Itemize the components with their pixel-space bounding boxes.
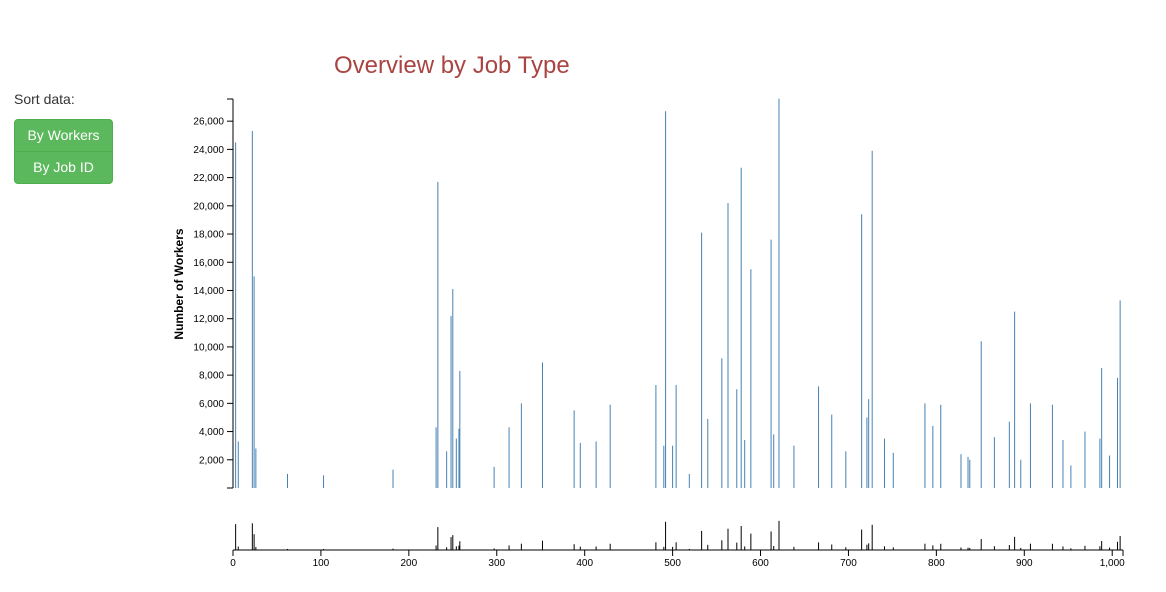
y-tick-label: 2,000 [199, 455, 224, 466]
y-tick: 22,000 [193, 173, 233, 184]
sort-by-job-id-button[interactable]: By Job ID [14, 151, 113, 184]
y-tick-label: 16,000 [193, 258, 224, 269]
y-tick-label: 18,000 [193, 230, 224, 241]
y-tick-label: 12,000 [193, 314, 224, 325]
x-tick: 900 [1016, 550, 1033, 569]
y-tick: 10,000 [193, 342, 233, 353]
y-tick-label: 8,000 [199, 371, 224, 382]
x-tick-label: 300 [488, 558, 505, 569]
x-tick: 300 [488, 550, 506, 569]
x-tick-label: 0 [230, 558, 236, 569]
x-tick: 0 [230, 550, 236, 569]
x-tick: 200 [400, 550, 418, 569]
y-tick-label: 10,000 [193, 342, 224, 353]
x-tick: 800 [928, 550, 945, 569]
y-tick-label: 14,000 [193, 286, 224, 297]
y-tick: 4,000 [199, 427, 233, 438]
context-chart[interactable]: 0 100 200 300 400 500 600 700 800 900 1,000 [230, 520, 1125, 569]
sort-button-group: By Workers By Job ID [14, 119, 113, 184]
x-tick-label: 400 [576, 558, 593, 569]
x-tick-label: 600 [752, 558, 769, 569]
y-tick-label: 6,000 [199, 399, 224, 410]
y-tick: 14,000 [193, 286, 233, 297]
x-tick-label: 900 [1016, 558, 1033, 569]
x-tick: 700 [840, 550, 857, 569]
y-tick: 16,000 [193, 258, 233, 269]
x-tick: 100 [313, 550, 330, 569]
y-tick: 6,000 [199, 399, 233, 410]
x-tick-label: 500 [664, 558, 681, 569]
y-tick: 12,000 [193, 314, 233, 325]
y-tick-label: 26,000 [193, 117, 224, 128]
x-tick: 500 [664, 550, 681, 569]
x-tick: 400 [576, 550, 593, 569]
y-tick-label: 20,000 [193, 201, 224, 212]
x-tick-label: 800 [928, 558, 945, 569]
x-tick-label: 1,000 [1100, 558, 1125, 569]
y-tick: 20,000 [193, 201, 233, 212]
y-tick: 8,000 [199, 371, 233, 382]
y-axis-label: Number of Workers [172, 228, 186, 339]
y-tick-label: 22,000 [193, 173, 224, 184]
y-tick-label: 24,000 [193, 145, 224, 156]
x-tick-label: 700 [840, 558, 857, 569]
y-tick: 2,000 [199, 455, 233, 466]
y-tick: 18,000 [193, 230, 233, 241]
sort-data-label: Sort data: [14, 91, 75, 107]
x-tick-label: 100 [313, 558, 330, 569]
chart-title: Overview by Job Type [334, 52, 570, 79]
x-tick: 1,000 [1100, 550, 1125, 569]
focus-chart: 2,000 4,000 6,000 8,000 10,000 12,000 14,000 16… [172, 98, 1121, 489]
x-tick: 600 [752, 550, 769, 569]
y-tick: 24,000 [193, 145, 233, 156]
x-tick-label: 200 [400, 558, 417, 569]
y-tick: 26,000 [193, 117, 233, 128]
y-tick-label: 4,000 [199, 427, 224, 438]
